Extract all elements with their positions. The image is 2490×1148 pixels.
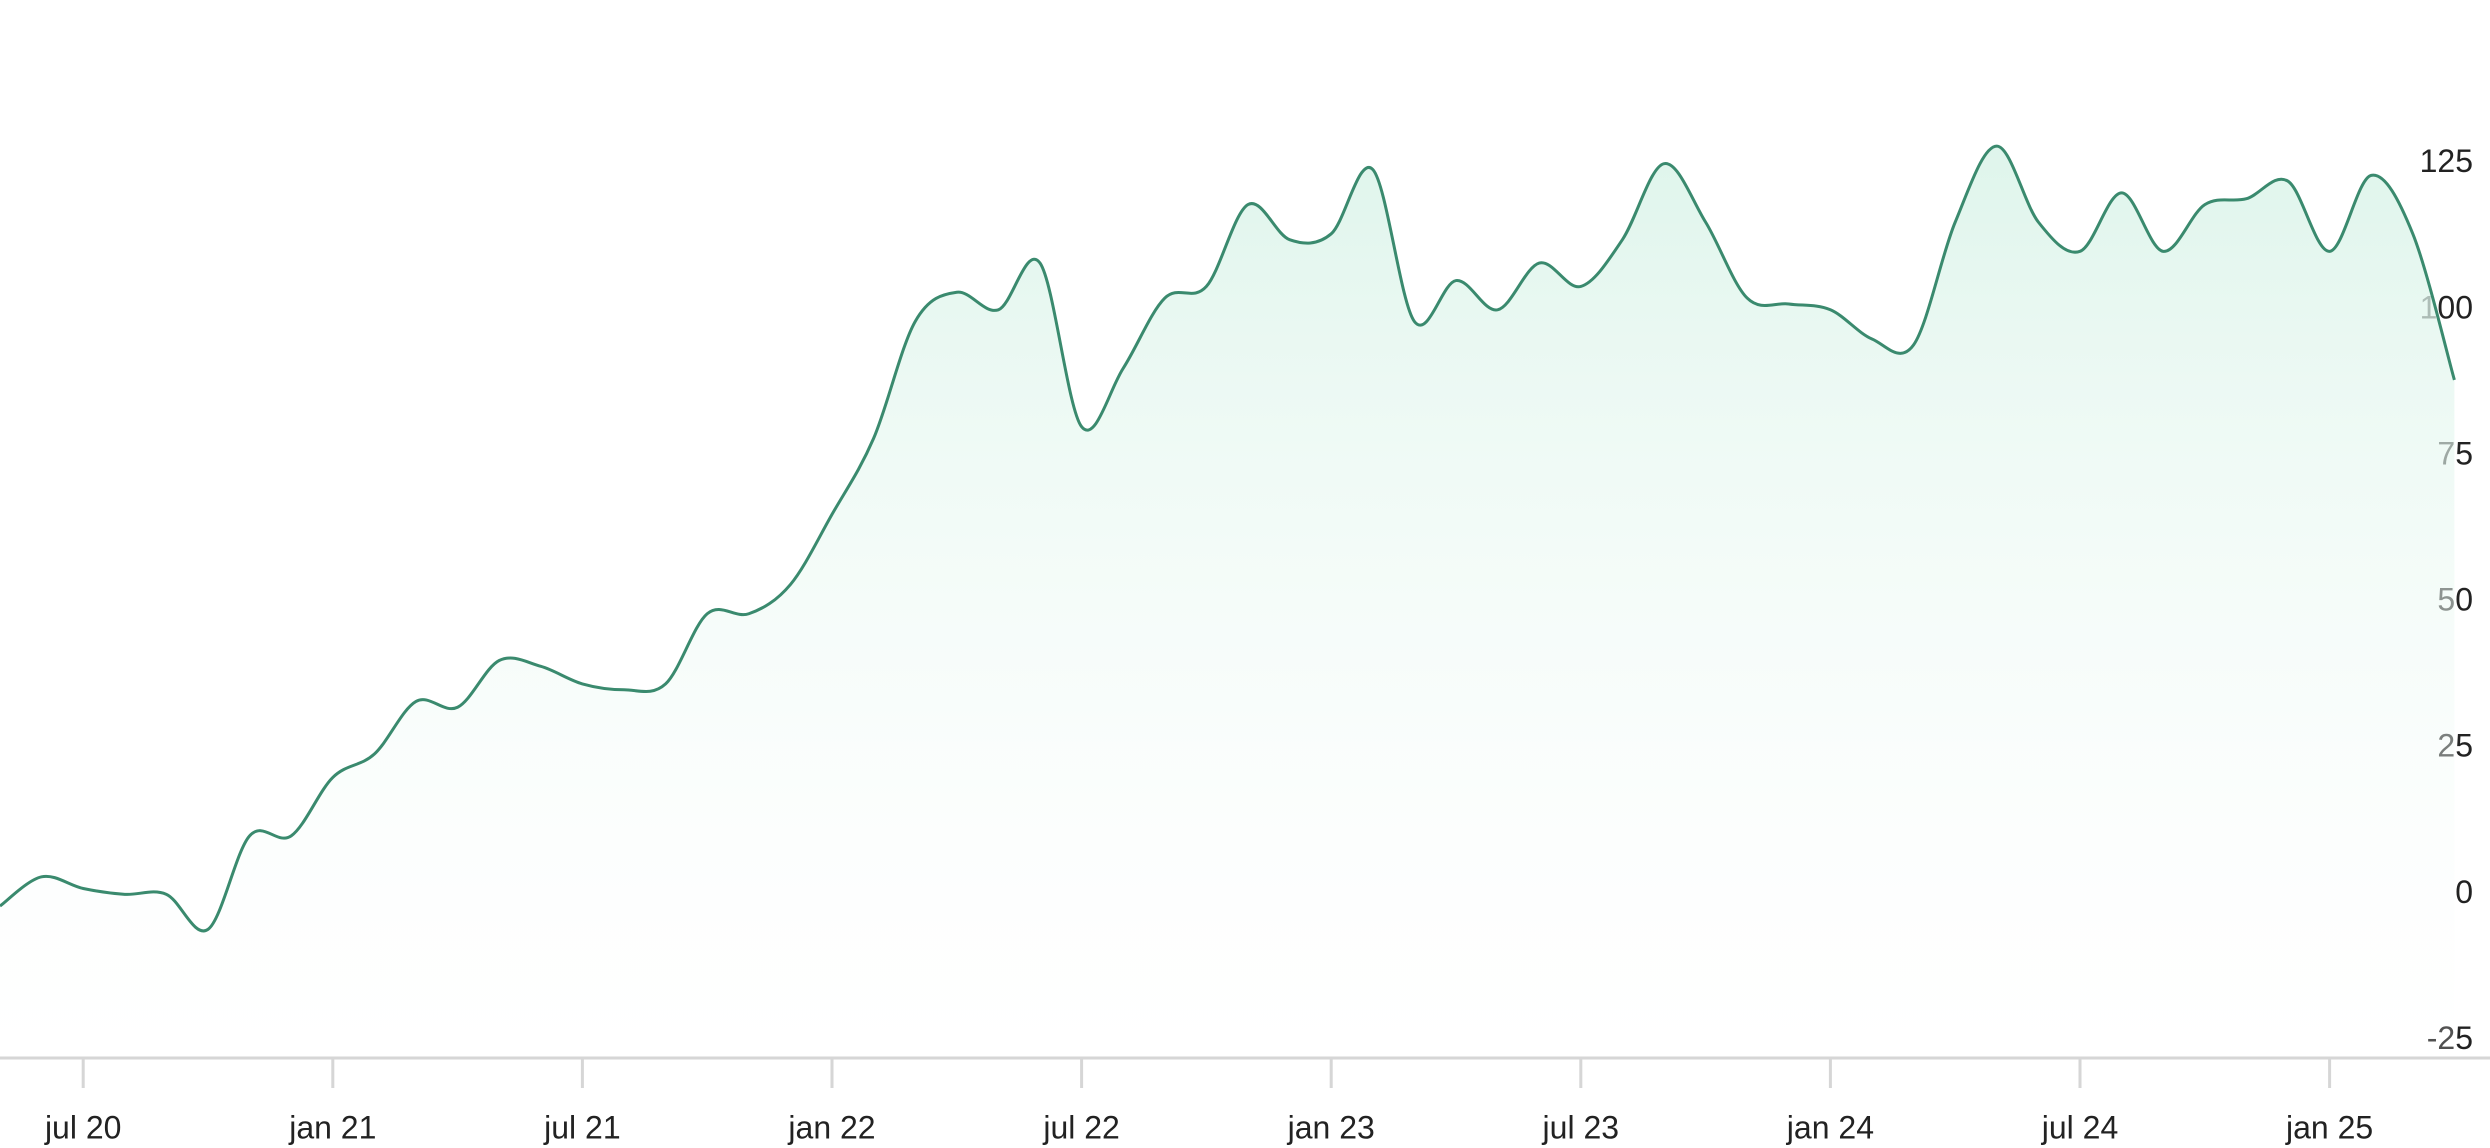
x-tick-label: jul 23 (1542, 1109, 1620, 1145)
x-tick-label: jul 20 (44, 1109, 122, 1145)
line (0, 144, 2456, 933)
x-tick-label: jan 25 (2285, 1109, 2373, 1145)
x-tick-label: jul 22 (1042, 1109, 1120, 1145)
x-tick-label: jul 24 (2041, 1109, 2119, 1145)
x-tick-label: jul 21 (543, 1109, 621, 1145)
x-tick-label: jan 23 (1287, 1109, 1375, 1145)
x-tick-label: jan 24 (1786, 1109, 1874, 1145)
y-tick-label: 0 (2455, 874, 2473, 910)
x-tick-label: jan 21 (288, 1109, 376, 1145)
x-tick-label: jan 22 (787, 1109, 875, 1145)
area-fill (0, 146, 2455, 1059)
y-tick-label: 125 (2420, 143, 2473, 179)
